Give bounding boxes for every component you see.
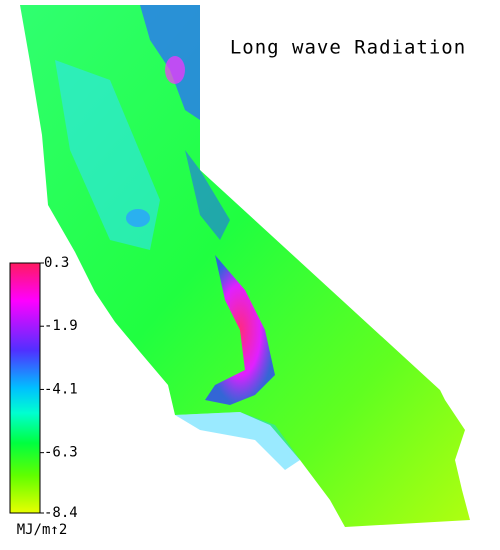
colorbar-unit: MJ/m↑2	[17, 522, 68, 538]
colorbar-tick-label: -8.4	[44, 505, 78, 521]
colorbar-tick-label: -1.9	[44, 318, 78, 334]
north-peak	[165, 56, 185, 84]
map-title: Long wave Radiation	[230, 37, 466, 59]
valley-spot	[126, 209, 150, 227]
california	[20, 5, 470, 527]
southern-valley	[205, 255, 275, 405]
colorbar-tick-label: -6.3	[44, 445, 78, 461]
southern-coast-band	[175, 412, 300, 470]
colorbar-tick-label: 0.3	[44, 255, 69, 271]
colorbar: 0.3 -1.9 -4.1 -6.3 -8.4	[9, 255, 78, 521]
valley-west	[55, 60, 160, 250]
colorbar-scale	[9, 262, 41, 514]
sierra-ridge	[185, 150, 230, 240]
colorbar-tick-label: -4.1	[44, 381, 78, 397]
